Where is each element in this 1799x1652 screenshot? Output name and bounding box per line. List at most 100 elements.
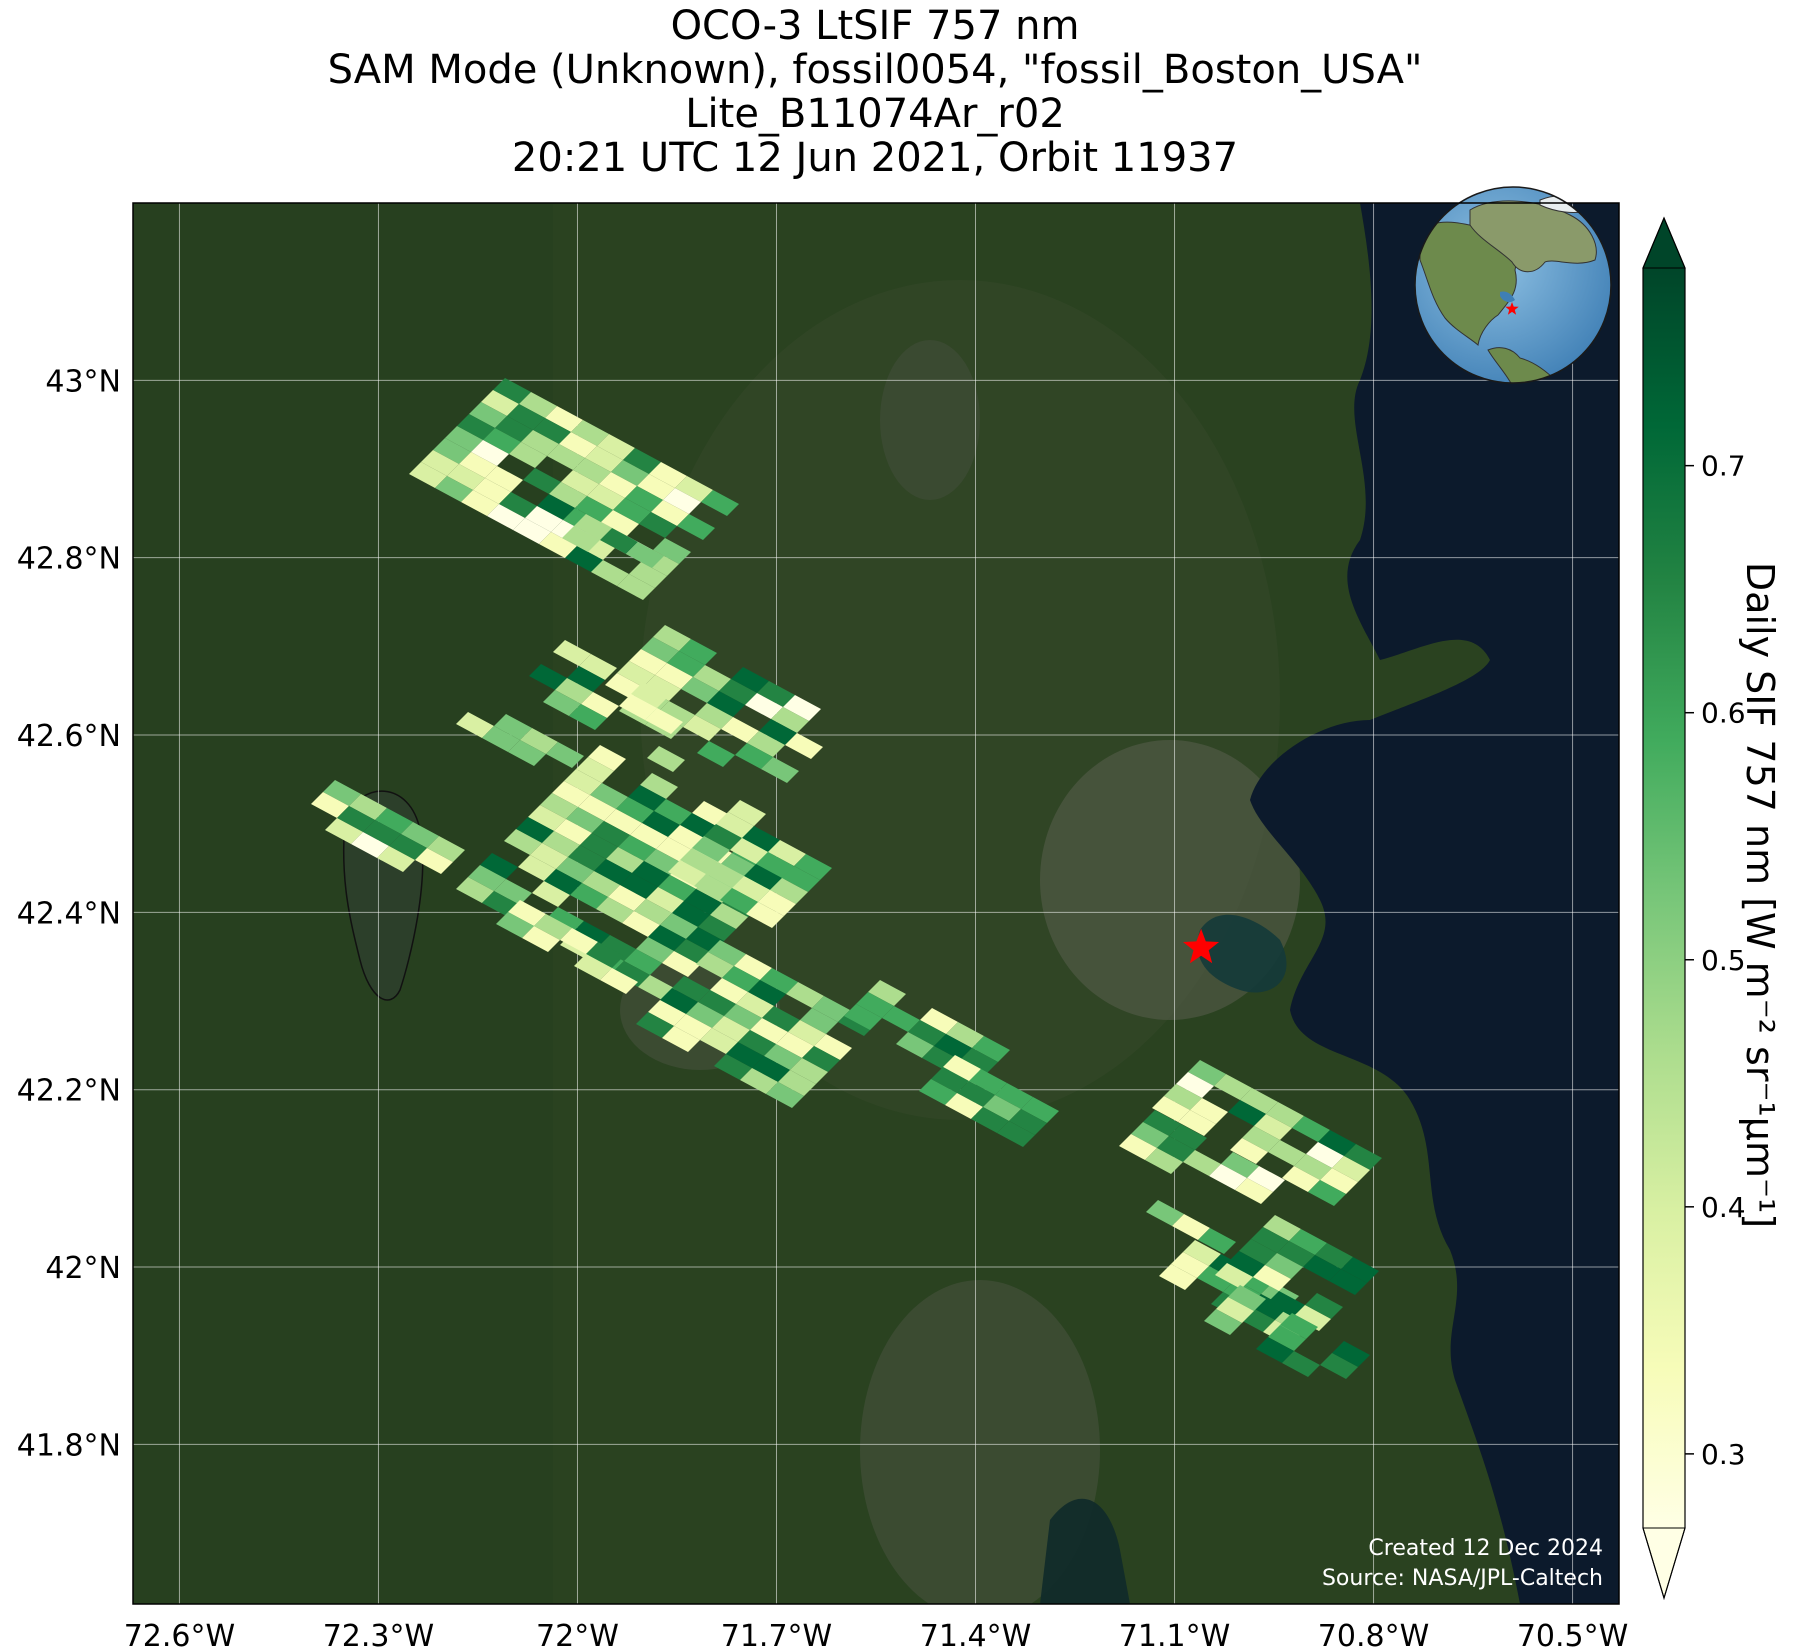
sounding-tile (706, 862, 744, 888)
sounding-tile (1204, 1309, 1242, 1335)
sounding-tile (1131, 1122, 1169, 1148)
sounding-tile (720, 888, 758, 914)
sounding-tile (710, 903, 748, 929)
sounding-tile (560, 928, 598, 954)
sounding-tile (1251, 1227, 1289, 1253)
lon-tick-label: 72°W (536, 1619, 619, 1652)
sounding-tile (721, 717, 759, 743)
sounding-tile (683, 715, 721, 741)
satellite-basemap (133, 203, 1619, 1604)
sounding-tile (616, 797, 654, 823)
sounding-tile (744, 864, 782, 890)
sounding-tile (574, 514, 612, 540)
sounding-tile (487, 504, 525, 530)
sounding-tile (532, 881, 570, 907)
sounding-tile (1267, 1291, 1305, 1317)
sounding-tile (499, 492, 537, 518)
sounding-tile (719, 679, 757, 705)
sounding-tile (613, 498, 651, 524)
sounding-tile (943, 1055, 981, 1081)
sounding-tile (629, 562, 667, 588)
sounding-tile (679, 639, 717, 665)
sounding-tile (746, 902, 784, 928)
latitude-labels: 43°N 42.8°N 42.6°N 42.4°N 42.2°N 42°N 41.8°N (17, 364, 121, 1463)
sounding-tile (710, 978, 748, 1004)
sounding-tile (1240, 1088, 1278, 1114)
inset-globe (1414, 186, 1612, 384)
sounding-tile (1277, 1241, 1315, 1267)
sounding-tile (700, 1028, 738, 1054)
sounding-tile (654, 799, 692, 825)
sounding-tile (1228, 1100, 1266, 1126)
sounding-tile (588, 745, 626, 771)
sounding-tile (983, 1095, 1021, 1121)
sounding-tile (597, 434, 635, 460)
sounding-tile (1280, 1313, 1318, 1339)
sounding-tile (573, 458, 611, 484)
sounding-tile (672, 976, 710, 1002)
sounding-tile (1318, 1130, 1356, 1156)
sounding-tile (1308, 1180, 1346, 1206)
sounding-tile (592, 821, 630, 847)
sounding-tile (752, 1056, 790, 1082)
sounding-tile (594, 859, 632, 885)
sounding-tile (660, 913, 698, 939)
sounding-tile (581, 692, 619, 718)
lon-tick-label: 70.8°W (1318, 1619, 1429, 1652)
sounding-tile (542, 831, 580, 857)
colorbar-extend-min (1642, 1527, 1686, 1600)
sounding-tile (655, 663, 693, 689)
sounding-tile (568, 845, 606, 871)
sounding-tile (599, 472, 637, 498)
sounding-tile (695, 703, 733, 729)
sounding-tile (630, 823, 668, 849)
sounding-tile (509, 442, 547, 468)
colorbar-tick-label: 0.7 (1701, 450, 1746, 483)
sounding-tile (642, 811, 680, 837)
sounding-tile (639, 512, 677, 538)
sounding-tile (494, 879, 532, 905)
sounding-tile (771, 707, 809, 733)
sounding-tile (758, 890, 796, 916)
sounding-tile (675, 476, 713, 502)
sounding-tile (519, 392, 557, 418)
sounding-tile (1344, 1144, 1382, 1170)
sounding-tile (574, 954, 612, 980)
sounding-tile (415, 848, 453, 874)
sounding-tile (1152, 1096, 1190, 1122)
sounding-tile (747, 731, 785, 757)
ocean (1250, 203, 1619, 1604)
sounding-tile (1009, 1109, 1047, 1135)
sounding-tile (600, 968, 638, 994)
sounding-tile (790, 1058, 828, 1084)
sounding-tile (1172, 1214, 1210, 1240)
sounding-tile (707, 691, 745, 717)
lon-tick-label: 72.3°W (323, 1619, 434, 1652)
sounding-tile (1214, 1074, 1252, 1100)
sounding-tile (533, 418, 571, 444)
sounding-tile (745, 693, 783, 719)
sounding-tile (521, 430, 559, 456)
sounding-tile (591, 560, 629, 586)
sounding-tile (473, 478, 511, 504)
sounding-tile (447, 464, 485, 490)
lat-tick-label: 42.4°N (17, 896, 121, 931)
sounding-tile (435, 476, 473, 502)
sounding-tile (742, 826, 780, 852)
sounding-tile (624, 949, 662, 975)
sounding-tile (712, 1016, 750, 1042)
sounding-tile (641, 637, 679, 663)
sounding-tile (760, 968, 798, 994)
sounding-tile (686, 1002, 724, 1028)
sounding-tile (663, 488, 701, 514)
sounding-tile (421, 450, 459, 476)
sounding-tile (543, 690, 581, 716)
sounding-tile (496, 912, 534, 938)
title-line-3: Lite_B11074Ar_r02 (685, 91, 1065, 137)
sounding-tile (1183, 1240, 1221, 1266)
sounding-tile (1230, 1138, 1268, 1164)
sounding-tile (1190, 1098, 1228, 1124)
sounding-tile (578, 795, 616, 821)
globe-land (1419, 195, 1597, 383)
sounding-tile (1209, 1164, 1247, 1190)
